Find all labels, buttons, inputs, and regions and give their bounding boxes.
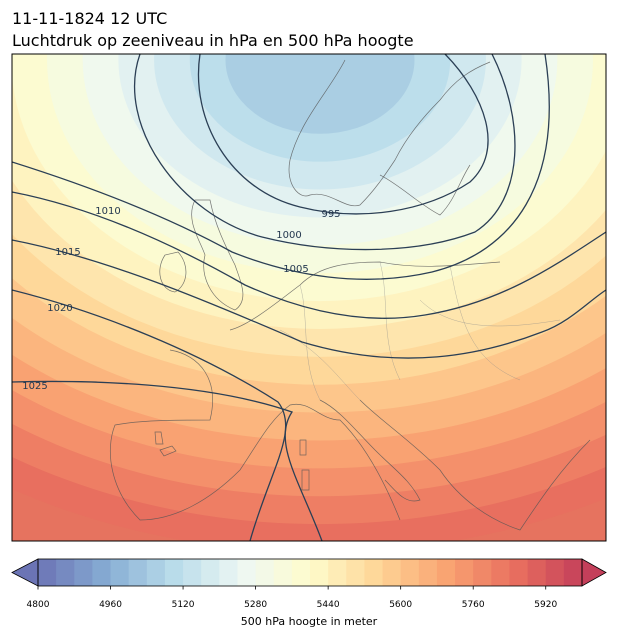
colorbar-bin <box>509 559 529 586</box>
colorbar: 4800 4960 5120 5280 5440 5600 5760 5920 <box>11 558 607 610</box>
colorbar-bin <box>491 559 510 586</box>
isobar <box>134 54 516 251</box>
colorbar-bin <box>455 559 474 586</box>
isobar <box>197 54 489 215</box>
colorbar-bin <box>201 559 220 586</box>
colorbar-bin <box>400 559 420 586</box>
colorbar-tick-label: 5440 <box>317 600 340 610</box>
colorbar-extend-high <box>581 558 607 587</box>
italy <box>319 399 421 502</box>
colorbar-bin <box>56 559 75 586</box>
colorbar-bin <box>328 559 347 586</box>
colorbar-bin <box>310 559 329 586</box>
isobar-label: 1020 <box>47 303 72 314</box>
colorbar-bin <box>219 559 238 586</box>
colorbar-bin <box>74 559 93 586</box>
colorbar-bin <box>473 559 492 586</box>
field <box>12 54 606 524</box>
colorbar-tick-label: 5920 <box>534 600 557 610</box>
colorbar-tick-label: 4800 <box>27 600 50 610</box>
field-band <box>225 54 415 134</box>
colorbar-bin <box>146 559 166 586</box>
isobar <box>12 239 606 359</box>
colorbar-bin <box>273 559 293 586</box>
map: 995 1000 1005 1010 1015 1020 1025 <box>12 54 606 541</box>
colorbar-label: 500 hPa hoogte in meter <box>241 615 378 628</box>
isobar <box>12 54 550 280</box>
map-frame <box>11 53 607 542</box>
borders <box>279 261 561 401</box>
colorbar-bin <box>183 559 202 586</box>
colorbar-bin <box>237 559 257 586</box>
colorbar-tick-label: 5280 <box>244 600 267 610</box>
isobar <box>12 380 323 541</box>
colorbar-tick-label: 5760 <box>462 600 485 610</box>
colorbar-bin <box>563 559 583 586</box>
colorbar-bin <box>110 559 130 586</box>
isobar-label: 1000 <box>276 230 301 241</box>
colorbar-bin <box>38 559 57 586</box>
isobar-label: 1010 <box>95 206 120 217</box>
title: 11-11-1824 12 UTC <box>12 9 167 28</box>
ireland <box>159 251 187 293</box>
balkans <box>359 399 591 531</box>
coastlines <box>110 59 591 531</box>
isobar-label: 1025 <box>22 381 47 392</box>
isobars: 995 1000 1005 1010 1015 1020 1025 <box>12 54 606 541</box>
britain <box>191 199 244 311</box>
colorbar-tick-label: 4960 <box>99 600 122 610</box>
colorbar-bin <box>364 559 384 586</box>
isobar-label: 1005 <box>283 264 308 275</box>
colorbar-bin <box>92 559 112 586</box>
colorbar-bin <box>128 559 148 586</box>
isobar <box>12 289 287 541</box>
colorbar-bin <box>346 559 365 586</box>
colorbar-tick-label: 5600 <box>389 600 412 610</box>
isobar <box>12 191 606 319</box>
islands <box>154 431 310 491</box>
mainland <box>110 261 501 521</box>
colorbar-bin <box>382 559 402 586</box>
baltic <box>379 164 471 216</box>
scandinavia <box>288 59 491 207</box>
colorbar-extend-low <box>11 558 39 587</box>
subtitle: Luchtdruk op zeeniveau in hPa en 500 hPa… <box>12 31 414 50</box>
colorbar-bin <box>291 559 311 586</box>
colorbar-frame <box>37 558 583 587</box>
isobar-label: 995 <box>321 209 340 220</box>
colorbar-bin <box>164 559 184 586</box>
colorbar-bin <box>527 559 547 586</box>
colorbar-bin <box>545 559 565 586</box>
colorbar-tick-label: 5120 <box>172 600 195 610</box>
colorbar-bin <box>418 559 438 586</box>
colorbar-bin <box>436 559 456 586</box>
isobar-label: 1015 <box>55 247 80 258</box>
colorbar-bin <box>255 559 275 586</box>
